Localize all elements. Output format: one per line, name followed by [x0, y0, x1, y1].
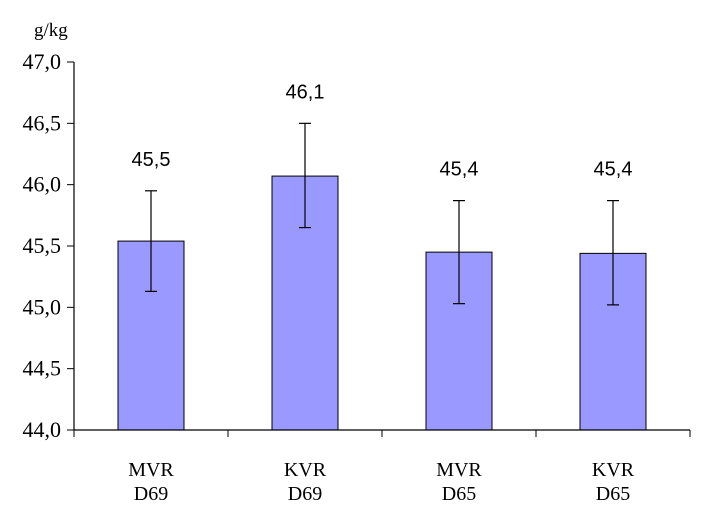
category-label: D69: [134, 483, 168, 505]
y-tick-label: 44,0: [23, 417, 62, 442]
y-tick-label: 45,5: [23, 233, 62, 258]
error-bars: [145, 122, 619, 306]
data-label: 46,1: [286, 81, 325, 103]
y-tick-label: 46,5: [23, 110, 62, 135]
y-axis-unit-label: g/kg: [34, 20, 68, 41]
category-label: D65: [442, 483, 476, 505]
bars: [117, 175, 647, 431]
data-label: 45,4: [440, 159, 479, 181]
x-axis-ticks: [73, 430, 691, 437]
category-label: MVR: [436, 459, 482, 481]
data-labels: 45,5 46,1 45,4 45,4: [132, 81, 633, 180]
data-label: 45,4: [594, 159, 633, 181]
category-label: MVR: [128, 459, 174, 481]
y-axis-ticks: 44,0 44,5 45,0 45,5 46,0 46,5 47,0: [23, 49, 74, 442]
data-label: 45,5: [132, 149, 171, 171]
y-tick-label: 47,0: [23, 49, 62, 74]
y-tick-label: 46,0: [23, 172, 62, 197]
category-label: KVR: [592, 459, 635, 481]
category-label: D65: [596, 483, 630, 505]
y-tick-label: 45,0: [23, 294, 62, 319]
category-label: KVR: [284, 459, 327, 481]
y-tick-label: 44,5: [23, 356, 62, 381]
category-label: D69: [288, 483, 322, 505]
